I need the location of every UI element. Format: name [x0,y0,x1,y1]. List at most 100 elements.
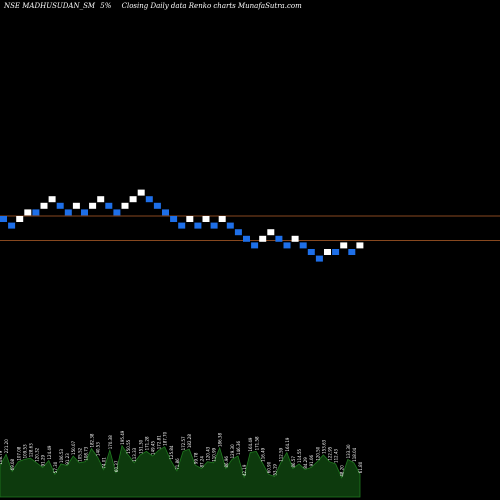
renko-brick-up [324,249,331,255]
volume-value-label: 120.43 [205,446,210,460]
volume-value-label: 110.99 [212,447,217,461]
volume-value-label: 106.53 [59,448,64,462]
renko-brick-down [162,209,169,216]
renko-brick-up [89,202,97,209]
volume-value-label: 86.57 [291,456,296,468]
volume-value-label: 87.24 [199,456,204,468]
renko-brick-down [178,222,186,229]
renko-brick-down [145,196,153,203]
renko-brick-up [291,235,299,242]
renko-brick-down [113,209,121,216]
volume-value-label: 124.49 [47,445,52,459]
volume-value-label: 108.73 [83,446,88,460]
renko-brick-down [81,209,88,216]
volume-value-label: 172.57 [181,436,186,450]
renko-brick-up [202,216,210,222]
renko-brick-up [267,229,275,236]
volume-value-label: 150.07 [71,441,76,455]
renko-brick-down [64,209,72,216]
volume-value-label: 112.43 [334,448,339,462]
volume-value-label: 133.30 [346,444,351,458]
renko-bricks [0,189,364,262]
renko-brick-up [218,216,226,222]
renko-brick-down [170,216,178,222]
volume-value-label: 113.33 [132,447,137,461]
volume-value-label: 140.53 [96,442,101,456]
volume-value-label: 109.53 [22,444,27,458]
volume-value-label: 105.52 [77,447,82,461]
volume-value-label: 182.28 [187,434,192,448]
renko-brick-down [299,242,307,249]
renko-brick-up [16,216,24,222]
renko-brick-up [340,242,348,249]
renko-brick-up [121,202,129,209]
volume-value-label: 69.08 [10,458,15,470]
renko-brick-down [194,222,202,229]
volume-value-label: 91.23 [65,453,70,465]
volume-value-label: 108.79 [0,450,3,464]
renko-brick-up [72,202,80,209]
volume-value-label: 57.30 [53,461,58,473]
renko-brick-down [226,222,234,229]
chart-title: NSE MADHUSUDAN_SM 5% Closing Daily data … [3,2,302,10]
renko-brick-up [129,196,137,203]
volume-value-label: 107.08 [16,446,21,460]
renko-brick-up [40,202,48,209]
renko-brick-down [210,222,218,229]
renko-brick-down [275,235,283,242]
renko-brick-up [24,209,32,216]
volume-value-label: 120.32 [35,447,40,461]
renko-brick-down [348,249,356,255]
volume-value-label: 116.49 [260,447,265,461]
renko-brick-up [186,216,194,222]
volume-value-label: 149.45 [151,441,156,455]
box-size-text: 5% [100,2,111,10]
volume-area [0,444,361,498]
renko-brick-down [315,255,323,262]
volume-value-label: 99.78 [193,452,198,464]
volume-value-label: 48.20 [340,465,345,477]
renko-brick-up [97,196,105,203]
volume-value-label: 150.55 [126,439,131,453]
volume-value-label: 120.50 [315,446,320,460]
volume-value-label: 153.63 [321,439,326,453]
volume-value-label: 42.19 [242,464,247,476]
renko-brick-down [307,249,315,255]
renko-brick-down [56,202,64,209]
renko-brick-down [105,202,113,209]
volume-value-label: 171.58 [254,436,259,450]
volume-value-label: 91.29 [41,454,46,466]
renko-brick-down [153,202,161,209]
volume-area-shape [0,444,361,498]
volume-value-label: 172.81 [157,435,162,449]
volume-value-label: 170.38 [108,435,113,449]
volume-value-label: 182.38 [90,433,95,447]
renko-brick-up [48,196,56,203]
renko-brick-down [8,222,16,229]
renko-brick-down [332,249,340,255]
volume-value-label: 128.63 [29,443,34,457]
renko-brick-up [356,242,364,249]
volume-value-label: 129.30 [230,444,235,458]
renko-brick-down [0,216,7,222]
volume-value-label: 195.49 [120,430,125,444]
renko-brick-down [243,235,250,242]
renko-brick-down [32,209,40,216]
volume-value-label: 118.04 [352,447,357,461]
volume-value-label: 164.19 [285,437,290,451]
volume-value-label: 171.28 [144,436,149,450]
volume-value-label: 114.55 [297,448,302,462]
volume-value-label: 71.86 [175,458,180,470]
volume-value-label: 53.19 [273,464,278,476]
renko-brick-up [137,189,145,196]
volume-value-label: 91.06 [309,454,314,466]
volume-value-label: 60.37 [114,460,119,472]
volume-value-label: 186.38 [218,433,223,447]
volume-value-label: 60.90 [266,461,271,473]
volume-value-label: 61.80 [358,461,363,473]
renko-brick-down [234,229,242,236]
renko-brick-down [283,242,291,249]
